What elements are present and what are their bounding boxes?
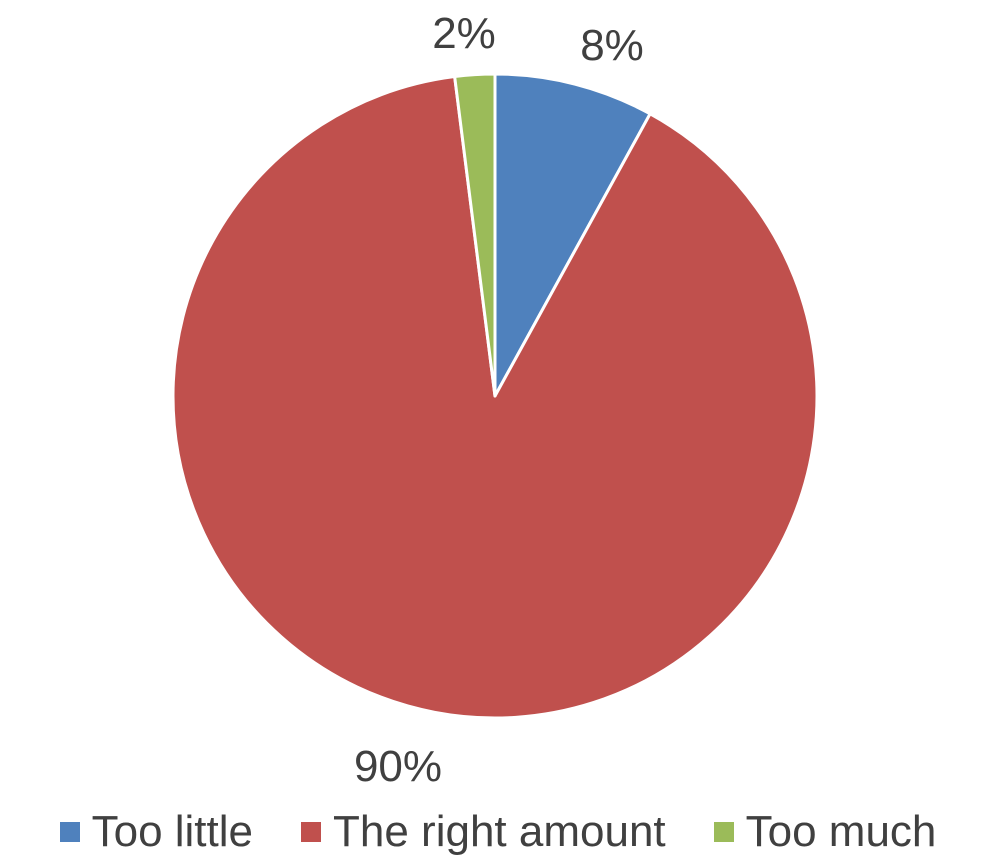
pie-slices [171,72,819,720]
legend-swatch-too-much [713,822,734,842]
legend-item-too-little: Too little [59,807,254,857]
legend: Too little The right amount Too much [0,806,996,858]
pie-slice-too-much [453,72,497,398]
legend-label-too-little: Too little [91,807,254,856]
legend-swatch-too-little [59,822,80,842]
data-label-too-much: 2% [432,9,496,58]
pie-data-labels: 8% 90% 2% [354,9,644,791]
legend-label-the-right-amount: The right amount [333,807,666,856]
legend-swatch-the-right-amount [301,822,322,842]
data-label-the-right-amount: 90% [354,742,442,791]
legend-item-too-much: Too much [713,807,937,857]
data-label-too-little: 8% [580,21,644,70]
pie-plot-area: 8% 90% 2% [171,9,819,791]
legend-label-too-much: Too much [745,807,937,856]
legend-item-the-right-amount: The right amount [301,807,666,857]
pie-slice-too-little [493,72,652,398]
